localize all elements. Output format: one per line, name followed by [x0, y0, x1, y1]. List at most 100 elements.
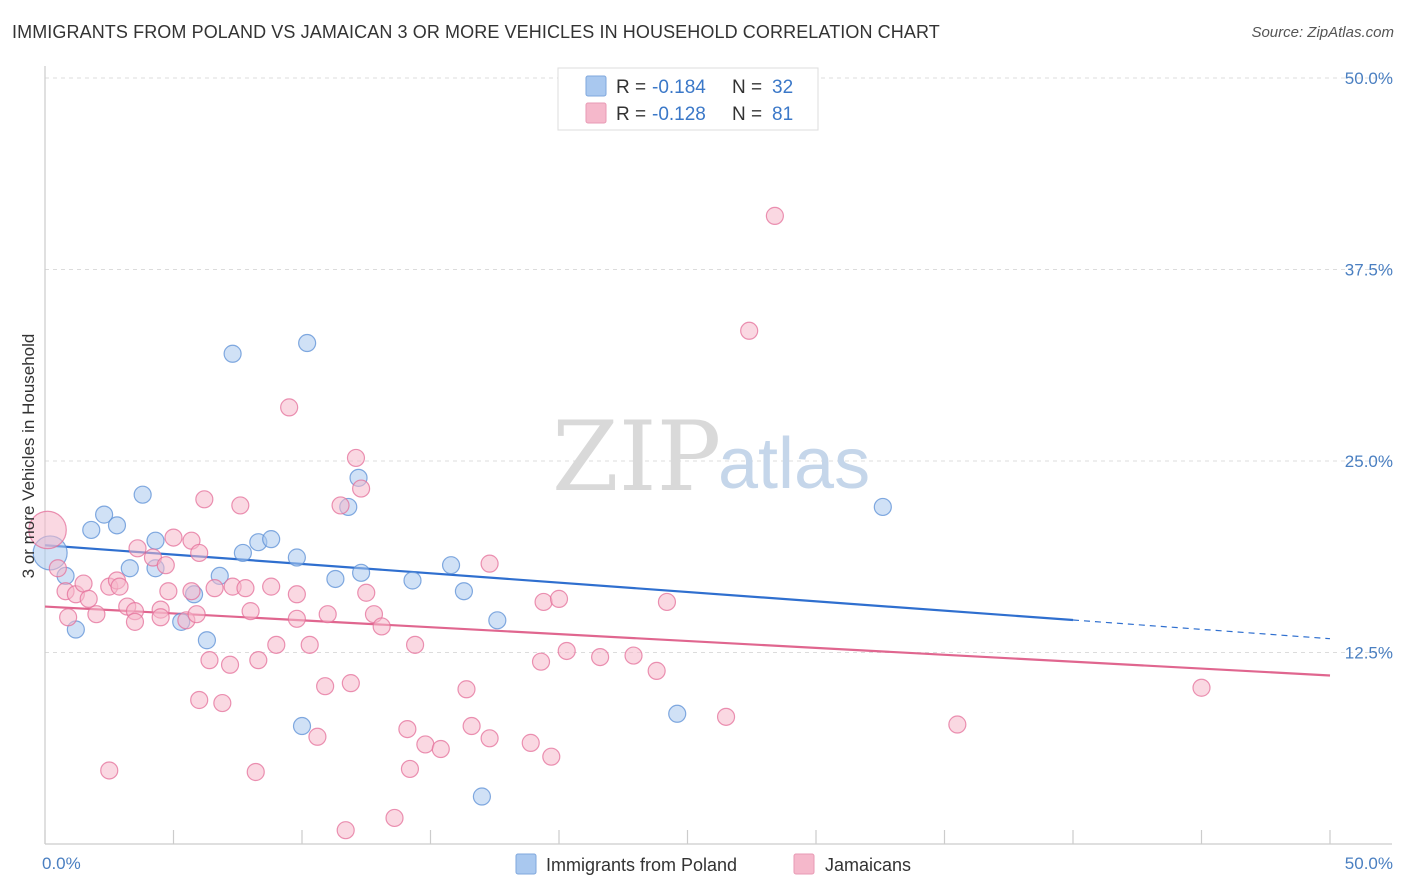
- trend-lines: [44, 544, 1331, 677]
- legend-n-label-poland: N =: [732, 77, 762, 98]
- point-jamaicans-78: [765, 206, 784, 225]
- legend-r-value-jamaicans: -0.128: [652, 104, 706, 125]
- point-jamaicans-6: [79, 589, 98, 608]
- point-jamaicans-45: [308, 727, 327, 746]
- point-jamaicans-7: [87, 605, 106, 624]
- y-tick-labels: 12.5% 25.0% 37.5% 50.0%: [1345, 69, 1393, 663]
- x-tick-label-0: 0.0%: [42, 854, 81, 873]
- point-jamaicans-11: [110, 577, 129, 596]
- point-poland-8: [146, 531, 165, 550]
- point-jamaicans-64: [480, 554, 499, 573]
- point-jamaicans-61: [431, 739, 450, 759]
- point-jamaicans-65: [480, 729, 499, 748]
- point-jamaicans-30: [190, 690, 209, 710]
- point-poland-3: [82, 520, 101, 540]
- point-jamaicans-27: [195, 490, 214, 509]
- point-jamaicans-41: [280, 398, 299, 417]
- point-jamaicans-10: [100, 761, 119, 780]
- point-poland-25: [441, 556, 461, 575]
- point-jamaicans-46: [316, 677, 335, 696]
- point-jamaicans-59: [405, 635, 425, 654]
- point-jamaicans-14: [125, 612, 145, 631]
- point-jamaicans-35: [241, 602, 260, 621]
- legend-n-value-jamaicans: 81: [772, 104, 793, 125]
- point-jamaicans-49: [336, 821, 355, 840]
- y-tick-label-0: 12.5%: [1345, 644, 1393, 663]
- point-jamaicans-1: [48, 559, 67, 578]
- point-jamaicans-69: [542, 747, 561, 766]
- legend-r-value-poland: -0.184: [652, 77, 706, 98]
- legend-n-label-jamaicans: N =: [732, 104, 762, 125]
- point-jamaicans-60: [416, 735, 435, 754]
- legend-swatch-poland: [585, 75, 607, 97]
- point-jamaicans-29: [205, 579, 224, 598]
- point-poland-14: [223, 344, 242, 363]
- legend-r-label-poland: R =: [616, 77, 646, 98]
- point-poland-30: [292, 716, 312, 736]
- point-jamaicans-25: [187, 605, 206, 624]
- point-jamaicans-58: [400, 759, 420, 779]
- point-jamaicans-15: [128, 539, 147, 558]
- series-legend-label-jamaicans: Jamaicans: [825, 855, 911, 875]
- point-jamaicans-18: [151, 608, 170, 627]
- point-jamaicans-66: [521, 733, 540, 752]
- point-poland-12: [197, 631, 217, 650]
- point-poland-28: [488, 611, 507, 630]
- point-jamaicans-51: [346, 448, 366, 468]
- series-legend: Immigrants from Poland Jamaicans: [515, 853, 911, 875]
- point-jamaicans-55: [372, 617, 391, 636]
- point-poland-4: [95, 505, 114, 524]
- series-legend-swatch-jamaicans: [793, 853, 815, 875]
- point-jamaicans-76: [716, 707, 736, 726]
- point-jamaicans-43: [287, 609, 306, 628]
- point-jamaicans-36: [249, 651, 268, 670]
- watermark-atlas: atlas: [718, 424, 870, 504]
- x-tick-labels: 0.0% 50.0%: [42, 854, 1393, 873]
- trend-line-extension-poland: [1072, 619, 1331, 640]
- point-poland-15: [233, 543, 252, 563]
- point-jamaicans-77: [740, 321, 759, 340]
- point-jamaicans-73: [624, 646, 643, 665]
- trend-line-jamaicans: [44, 605, 1331, 677]
- point-jamaicans-38: [262, 577, 281, 596]
- point-jamaicans-62: [457, 680, 476, 699]
- point-jamaicans-53: [357, 583, 376, 602]
- series-legend-swatch-poland: [515, 853, 537, 875]
- point-jamaicans-34: [236, 579, 255, 598]
- point-jamaicans-31: [213, 693, 232, 713]
- point-jamaicans-56: [385, 808, 404, 828]
- point-jamaicans-57: [398, 719, 417, 739]
- point-poland-31: [873, 497, 892, 517]
- point-poland-17: [262, 530, 281, 549]
- y-axis-label: 3 or more Vehicles in Household: [19, 334, 38, 579]
- point-jamaicans-37: [231, 496, 250, 515]
- point-poland-7: [133, 485, 152, 504]
- point-jamaicans-75: [657, 592, 677, 612]
- point-jamaicans-48: [331, 496, 350, 515]
- point-poland-18: [287, 548, 306, 567]
- point-jamaicans-63: [462, 716, 481, 736]
- point-poland-26: [454, 582, 474, 601]
- point-jamaicans-19: [156, 556, 175, 575]
- point-poland-27: [472, 787, 491, 806]
- point-jamaicans-32: [220, 655, 240, 674]
- point-poland-19: [298, 333, 317, 353]
- correlation-legend: R = -0.184 N = 32 R = -0.128 N = 81: [557, 67, 819, 131]
- point-jamaicans-3: [59, 608, 78, 627]
- watermark: ZIP atlas: [552, 401, 870, 513]
- point-poland-29: [668, 704, 687, 723]
- axes: [44, 66, 1392, 845]
- point-jamaicans-26: [190, 543, 209, 563]
- data-points: [28, 206, 1211, 840]
- chart-title: IMMIGRANTS FROM POLAND VS JAMAICAN 3 OR …: [12, 22, 940, 42]
- point-jamaicans-20: [159, 582, 178, 601]
- point-jamaicans-23: [182, 582, 201, 601]
- point-poland-24: [403, 571, 422, 590]
- point-jamaicans-70: [549, 589, 569, 608]
- point-jamaicans-68: [534, 592, 553, 612]
- point-jamaicans-44: [300, 635, 319, 654]
- point-jamaicans-39: [246, 762, 265, 782]
- y-tick-label-1: 25.0%: [1345, 452, 1393, 471]
- point-poland-6: [120, 559, 139, 578]
